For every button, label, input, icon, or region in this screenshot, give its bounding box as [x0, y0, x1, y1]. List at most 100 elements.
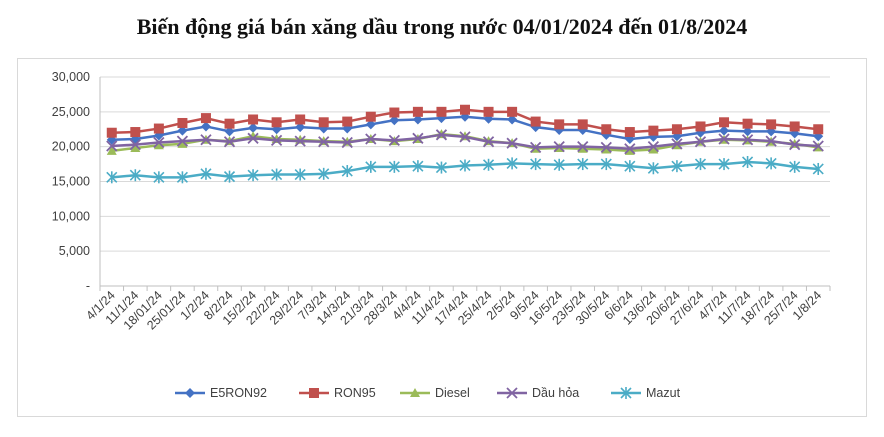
data-point: [365, 119, 376, 130]
legend-label: RON95: [334, 386, 376, 400]
data-point: [694, 136, 707, 148]
y-tick-label: 10,000: [52, 209, 90, 223]
data-point: [153, 171, 165, 184]
data-point: [506, 387, 518, 399]
data-point: [648, 144, 659, 154]
marker-stroke: [741, 134, 754, 146]
data-point: [624, 160, 636, 173]
marker-stroke: [718, 133, 730, 145]
marker-stroke: [789, 138, 801, 151]
marker-stroke: [365, 133, 377, 145]
legend-label: E5RON92: [210, 386, 267, 400]
data-point: [813, 124, 824, 135]
marker-stroke: [506, 137, 518, 149]
chart-frame: [17, 58, 867, 417]
data-point: [200, 121, 211, 132]
data-point: [412, 106, 423, 117]
data-point: [153, 136, 165, 149]
marker-stroke: [694, 136, 707, 148]
data-point: [294, 168, 306, 181]
marker-stroke: [600, 141, 612, 153]
data-point: [671, 160, 683, 173]
data-point: [365, 160, 377, 173]
marker-stroke: [671, 138, 683, 150]
data-point: [412, 114, 423, 125]
data-point: [200, 167, 212, 180]
data-point: [389, 107, 400, 118]
data-point: [718, 158, 730, 171]
data-point: [412, 160, 424, 173]
data-point: [553, 141, 565, 153]
data-point: [459, 159, 471, 172]
data-point: [624, 143, 636, 155]
y-tick-label: 15,000: [52, 175, 90, 189]
marker-stroke: [482, 136, 495, 148]
data-point: [365, 111, 376, 122]
data-point: [647, 141, 660, 153]
data-point: [341, 165, 353, 178]
data-point: [506, 137, 518, 149]
marker-stroke: [129, 138, 141, 151]
data-point: [624, 127, 635, 138]
data-point: [200, 113, 211, 124]
data-point: [812, 162, 824, 175]
data-point: [789, 160, 801, 173]
legend-item: Diesel: [400, 386, 470, 400]
data-point: [365, 133, 377, 145]
marker-stroke: [247, 132, 259, 144]
marker-stroke: [223, 136, 236, 148]
series-mazut: [106, 155, 824, 184]
y-tick-label: 5,000: [59, 244, 90, 258]
data-point: [530, 158, 542, 171]
data-point: [507, 114, 518, 125]
data-point: [318, 167, 330, 180]
legend-label: Dầu hỏa: [532, 386, 579, 400]
marker-stroke: [200, 134, 212, 146]
legend-item: RON95: [299, 386, 376, 400]
data-point: [389, 115, 400, 126]
data-point: [106, 171, 118, 184]
data-point: [765, 157, 777, 170]
data-point: [309, 388, 319, 398]
chart-title: Biến động giá bán xăng dầu trong nước 04…: [136, 14, 748, 39]
data-point: [247, 132, 259, 144]
marker-stroke: [812, 140, 824, 152]
marker-stroke: [153, 136, 165, 149]
data-point: [388, 134, 400, 147]
data-point: [106, 140, 118, 152]
legend-label: Mazut: [646, 386, 681, 400]
series-ron95: [106, 104, 824, 138]
data-point: [130, 127, 141, 138]
series-diesel: [106, 129, 824, 155]
data-point: [412, 132, 424, 144]
legend-item: Dầu hỏa: [497, 386, 579, 400]
data-point: [600, 141, 612, 153]
marker-stroke: [435, 129, 448, 141]
data-point: [270, 134, 283, 147]
data-point: [695, 121, 706, 132]
data-point: [106, 127, 117, 138]
data-point: [742, 126, 753, 137]
data-point: [224, 118, 235, 129]
data-point: [742, 155, 754, 168]
legend: E5RON92 RON95 Diesel Dầu hỏa Mazut: [175, 386, 681, 400]
data-point: [342, 116, 353, 127]
axes: - 5,000 10,000 15,000 20,000 25,000 30,000: [52, 70, 831, 293]
marker-stroke: [624, 143, 636, 155]
data-point: [530, 141, 542, 153]
data-point: [185, 388, 195, 398]
marker-stroke: [341, 136, 353, 149]
marker-stroke: [530, 141, 542, 153]
data-point: [647, 162, 659, 175]
marker-stroke: [765, 135, 777, 147]
data-point: [248, 122, 259, 133]
data-point: [577, 141, 589, 153]
x-tick-labels: 4/1/2411/1/2418/01/2425/01/241/2/248/2/2…: [83, 288, 824, 332]
data-point: [718, 133, 730, 145]
legend-item: Mazut: [611, 386, 681, 400]
legend-label: Diesel: [435, 386, 470, 400]
data-point: [271, 168, 283, 181]
data-point: [766, 119, 777, 130]
marker-stroke: [412, 132, 424, 144]
